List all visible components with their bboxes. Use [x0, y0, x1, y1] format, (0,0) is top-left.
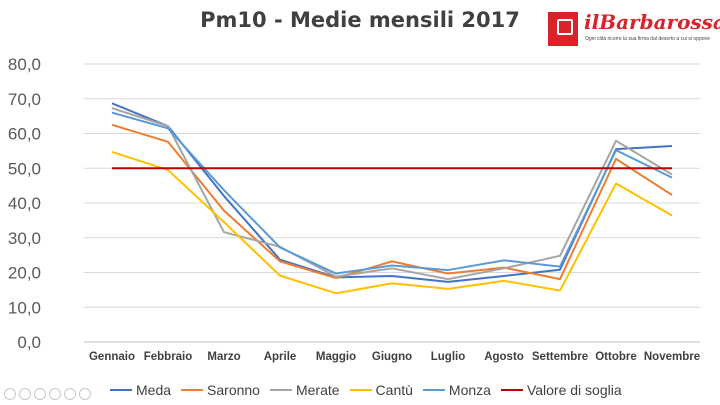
x-tick-label: Settembre [532, 351, 588, 363]
slide-controls [4, 388, 91, 400]
logo-tagline: Ogni città ricorre la sua firma dal dese… [585, 36, 711, 42]
x-tick-label: Aprile [264, 351, 297, 363]
x-tick-label: Giugno [372, 351, 412, 363]
y-tick-label: 30,0 [8, 229, 41, 248]
prev-slide-icon[interactable] [4, 388, 16, 400]
x-axis-tick-labels: Gennaio Febbraio Marzo Aprile Maggio Giugno Lu… [89, 351, 700, 363]
x-tick-label: Agosto [484, 351, 524, 363]
legend-label: Saronno [207, 382, 260, 398]
slides-icon[interactable] [49, 388, 61, 400]
legend-label: Cantù [375, 382, 413, 398]
barbarossa-logo: ilBarbarossa Ogni città ricorre la sua f… [548, 8, 720, 48]
x-tick-label: Gennaio [89, 351, 135, 363]
more-options-icon[interactable] [79, 388, 91, 400]
x-tick-label: Ottobre [595, 351, 637, 363]
x-tick-label: Novembre [644, 351, 700, 363]
barbarossa-logo-icon [548, 12, 578, 46]
y-tick-label: 20,0 [8, 264, 41, 283]
legend-item: Saronno [181, 382, 260, 398]
y-tick-label: 70,0 [8, 90, 41, 109]
x-tick-label: Febbraio [144, 351, 193, 363]
series-line [111, 123, 673, 281]
y-tick-label: 40,0 [8, 194, 41, 213]
x-tick-label: Marzo [207, 351, 240, 363]
y-tick-label: 0,0 [17, 333, 41, 352]
legend-item: Cantù [349, 382, 413, 398]
y-axis-tick-labels: 0,0 10,0 20,0 30,0 40,0 50,0 60,0 70,0 80,0 [8, 55, 41, 352]
legend-item: Meda [110, 382, 171, 398]
chart-title: Pm10 - Medie mensili 2017 [200, 8, 520, 32]
y-tick-label: 60,0 [8, 125, 41, 144]
legend-label: Merate [295, 382, 340, 398]
legend-item: Merate [269, 382, 340, 398]
x-tick-label: Maggio [316, 351, 356, 363]
chart-legend: Meda Saronno Merate Cantù Monza Valore di sog… [110, 380, 632, 400]
legend-swatch [269, 389, 292, 391]
line-chart: 0,0 10,0 20,0 30,0 40,0 50,0 60,0 70,0 80,0 Genn… [8, 55, 700, 363]
logo-name: ilBarbarossa [584, 10, 720, 34]
gridlines [84, 63, 700, 343]
x-tick-label: Luglio [431, 351, 466, 363]
legend-swatch [349, 389, 372, 391]
zoom-icon[interactable] [64, 388, 76, 400]
y-tick-label: 50,0 [8, 159, 41, 178]
legend-item: Valore di soglia [500, 382, 622, 398]
series-lines [111, 102, 673, 295]
next-slide-icon[interactable] [19, 388, 31, 400]
series-line [111, 107, 673, 281]
legend-swatch [500, 389, 523, 391]
legend-label: Valore di soglia [526, 382, 622, 398]
series-line [111, 102, 673, 283]
legend-label: Monza [448, 382, 491, 398]
pen-icon[interactable] [34, 388, 46, 400]
legend-swatch [181, 389, 204, 391]
legend-swatch [110, 389, 132, 391]
series-line [111, 111, 673, 275]
legend-item: Monza [422, 382, 491, 398]
y-tick-label: 80,0 [8, 55, 41, 74]
series-line [111, 150, 673, 295]
legend-label: Meda [136, 382, 172, 398]
legend-swatch [422, 389, 445, 391]
y-tick-label: 10,0 [8, 298, 41, 317]
